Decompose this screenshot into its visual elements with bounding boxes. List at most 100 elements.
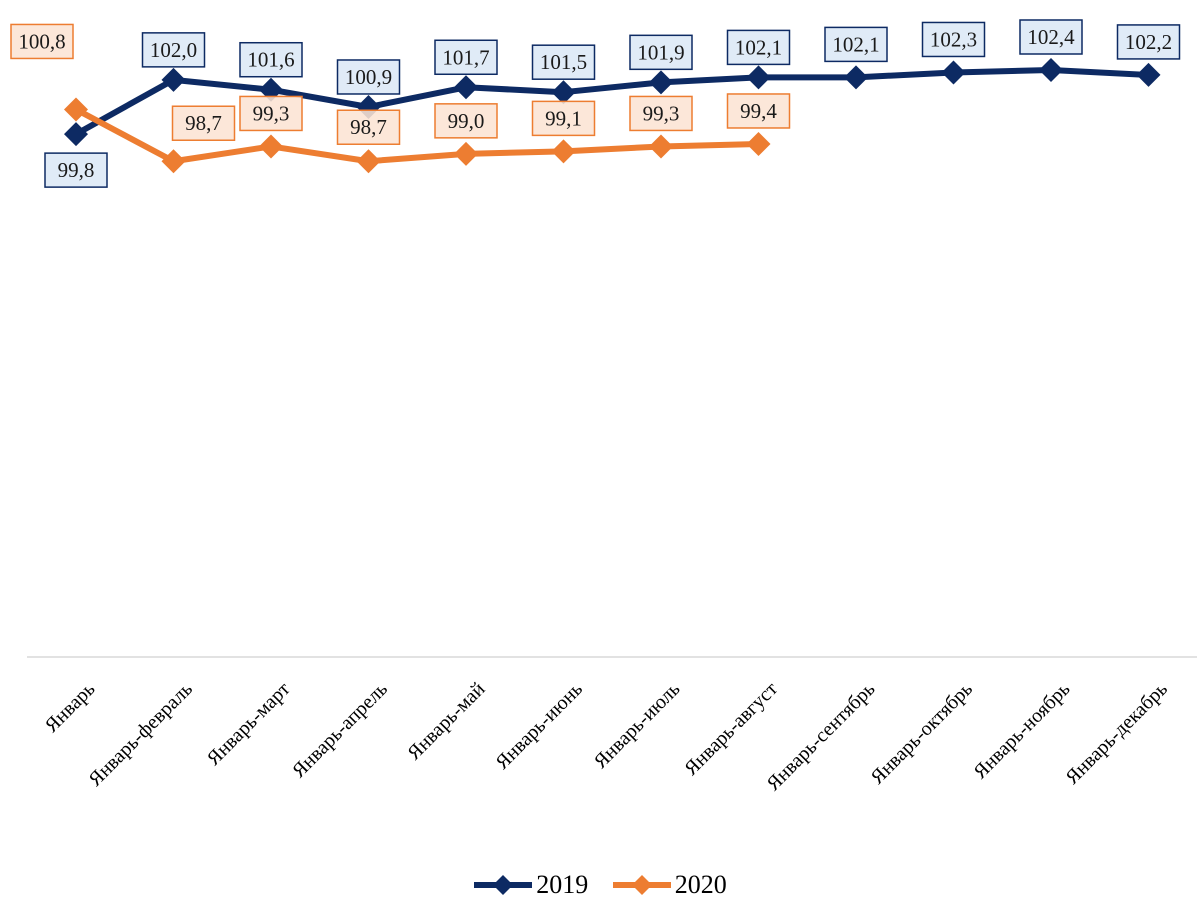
- data-point-2020: [161, 149, 186, 174]
- data-label-text: 98,7: [350, 115, 387, 139]
- series-line-2020: [74, 106, 759, 165]
- data-label-box: [336, 59, 401, 95]
- data-label-text: 100,9: [345, 65, 392, 89]
- data-label-text: 99,4: [740, 99, 777, 123]
- data-label-box: [531, 44, 596, 80]
- data-label-2019: 99,8: [44, 152, 108, 188]
- data-label-text: 99,0: [448, 109, 485, 133]
- data-point-2020: [746, 131, 771, 156]
- x-tick-label: Январь-октябрь: [867, 678, 978, 789]
- data-point-2019: [649, 70, 673, 95]
- data-label-box: [824, 26, 888, 63]
- data-point-2020: [259, 134, 283, 159]
- data-label-2020: 98,7: [171, 105, 236, 141]
- x-tick-label: Январь-февраль: [84, 678, 197, 791]
- data-label-box: [434, 39, 498, 76]
- data-label-box: [1116, 24, 1181, 60]
- data-label-box: [171, 105, 236, 141]
- data-label-box: [141, 32, 206, 68]
- data-label-2020: 99,1: [531, 100, 596, 137]
- x-tick-label: Январь-август: [680, 678, 782, 780]
- data-label-box: [44, 152, 108, 188]
- data-label-2020: 99,3: [629, 95, 693, 132]
- data-label-2019: 102,1: [824, 26, 888, 63]
- data-point-2019: [551, 80, 576, 105]
- legend-marker-2019: [474, 875, 533, 895]
- x-tick-label: Январь-ноябрь: [969, 678, 1074, 783]
- data-label-box: [629, 34, 693, 71]
- data-label-2019: 102,0: [141, 32, 206, 68]
- data-label-box: [726, 93, 791, 129]
- legend: 2019 2020: [0, 870, 1199, 904]
- data-point-2020: [551, 139, 576, 164]
- legend-label-2020: 2020: [674, 870, 727, 899]
- data-point-2020: [356, 149, 381, 174]
- x-tick-label: Январь-май: [403, 678, 489, 764]
- data-label-box: [434, 103, 498, 139]
- data-label-text: 102,4: [1027, 25, 1075, 49]
- data-label-2019: 102,3: [921, 21, 986, 58]
- data-point-2019: [1136, 62, 1161, 87]
- data-label-text: 98,7: [185, 111, 222, 135]
- data-label-box: [10, 23, 74, 60]
- data-label-box: [336, 109, 401, 145]
- data-label-text: 99,3: [253, 101, 290, 125]
- data-label-2019: 102,1: [726, 29, 791, 66]
- data-label-box: [531, 100, 596, 137]
- data-label-2020: 99,0: [434, 103, 498, 139]
- data-point-2020: [454, 141, 478, 166]
- data-label-2019: 101,6: [239, 41, 303, 78]
- data-label-text: 100,8: [18, 29, 65, 53]
- data-point-2019: [1039, 58, 1063, 82]
- data-label-box: [1019, 19, 1083, 55]
- data-point-2020: [649, 134, 673, 159]
- data-label-2020: 99,3: [239, 95, 303, 132]
- data-label-text: 99,3: [643, 101, 680, 125]
- data-label-2019: 101,5: [531, 44, 596, 80]
- data-label-2019: 101,9: [629, 34, 693, 71]
- data-label-text: 102,1: [832, 32, 879, 56]
- data-label-text: 102,3: [930, 27, 977, 51]
- data-label-text: 99,8: [58, 158, 95, 182]
- data-label-2020: 100,8: [10, 23, 74, 60]
- data-label-box: [726, 29, 791, 66]
- x-tick-label: Январь: [41, 678, 100, 737]
- data-label-text: 102,0: [150, 38, 197, 62]
- data-point-2019: [454, 75, 478, 100]
- data-label-2020: 99,4: [726, 93, 791, 129]
- data-label-text: 101,7: [442, 45, 489, 69]
- data-label-2020: 98,7: [336, 109, 401, 145]
- series-layer: [64, 58, 1161, 174]
- data-label-text: 101,9: [637, 40, 684, 64]
- data-label-text: 99,1: [545, 106, 582, 130]
- legend-marker-2020: [612, 875, 671, 895]
- line-chart: 99,8 102,0 101,6 100,9 101,7 101,5 101,9 102,1 1…: [10, 19, 1197, 795]
- data-label-layer: 99,8 102,0 101,6 100,9 101,7 101,5 101,9 102,1 1…: [10, 19, 1181, 188]
- data-point-2019: [844, 65, 868, 90]
- data-label-2019: 101,7: [434, 39, 498, 76]
- series-line-2019: [74, 67, 1149, 137]
- x-tick-label: Январь-июнь: [491, 678, 587, 774]
- x-tick-label: Январь-апрель: [288, 678, 392, 782]
- data-label-text: 102,2: [1125, 30, 1172, 54]
- data-label-box: [629, 95, 693, 132]
- legend-item-2019: 2019: [472, 870, 588, 900]
- x-tick-label: Январь-декабрь: [1061, 678, 1172, 789]
- data-label-2019: 100,9: [336, 59, 401, 95]
- data-label-2019: 102,2: [1116, 24, 1181, 60]
- data-label-box: [239, 95, 303, 132]
- data-label-2019: 102,4: [1019, 19, 1083, 55]
- data-point-2020: [64, 97, 88, 122]
- data-label-text: 102,1: [735, 35, 782, 59]
- x-tick-label: Январь-июль: [590, 678, 685, 773]
- data-point-2019: [161, 67, 186, 92]
- data-label-text: 101,5: [540, 50, 587, 74]
- data-point-2019: [746, 65, 771, 90]
- data-label-box: [921, 21, 986, 58]
- legend-item-2020: 2020: [611, 870, 727, 900]
- data-point-2019: [64, 122, 88, 147]
- data-point-2019: [941, 60, 966, 85]
- legend-label-2019: 2019: [536, 870, 589, 899]
- x-tick-label: Январь-март: [203, 678, 295, 770]
